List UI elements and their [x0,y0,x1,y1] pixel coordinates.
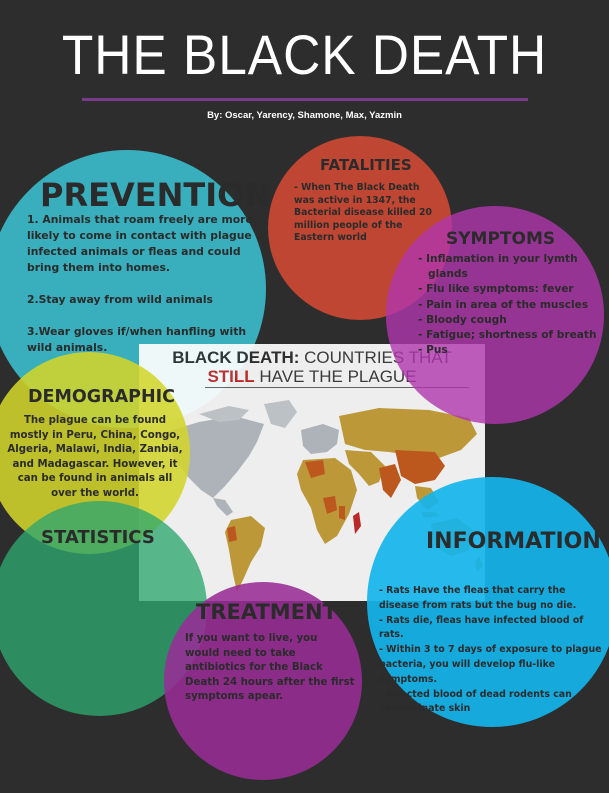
prevention-body: 1. Animals that roam freely are more lik… [27,212,265,372]
demographic-heading: DEMOGRAPHIC [28,387,175,407]
symptom-item: - Inflamation in your lymth glands [418,253,578,281]
information-item: - Rats die, fleas have infected blood of… [379,614,584,641]
symptom-item: - Pus [418,344,448,357]
title-underline [82,98,528,101]
prevention-item-2: 2.Stay away from wild animals [27,293,213,306]
page-title: THE BLACK DEATH [61,23,548,86]
prevention-heading: PREVENTION [40,176,272,214]
prevention-item-3: 3.Wear gloves if/when hanfling with wild… [27,325,247,354]
prevention-item-1: 1. Animals that roam freely are more lik… [27,213,253,274]
map-title-line2: STILL HAVE THE PLAGUE [139,367,485,387]
symptoms-list: - Inflamation in your lymth glands - Flu… [418,252,604,358]
map-title-rule [205,387,469,388]
symptoms-circle [386,206,604,424]
treatment-heading: TREATMENT [196,600,337,624]
symptoms-heading: SYMPTOMS [446,229,556,249]
fatalities-heading: FATALITIES [320,156,412,174]
statistics-heading: STATISTICS [41,527,155,548]
map-title-have-the-plague: HAVE THE PLAGUE [254,367,417,386]
map-title-still: STILL [207,367,255,386]
information-list: - Rats Have the fleas that carry the dis… [379,584,607,717]
demographic-body: The plague can be found mostly in Peru, … [7,415,183,499]
information-heading: INFORMATION [426,529,601,554]
symptom-item: - Flu like symptoms: fever [418,283,574,296]
symptom-item: - Pain in area of the muscles [418,298,589,311]
symptom-item: - Fatigue; shortness of breath [418,329,597,342]
information-item: - Within 3 to 7 days of exposure to plag… [379,644,602,685]
symptom-item: - Bloody cough [418,313,507,326]
treatment-body: If you want to live, you would need to t… [185,633,355,702]
fatalities-body: - When The Black Death was active in 134… [294,182,432,243]
information-item: - Infected blood of dead rodents can con… [379,688,572,715]
information-item: - Rats Have the fleas that carry the dis… [379,585,577,611]
information-circle [367,477,609,727]
map-title-black-death: BLACK DEATH: [172,348,300,367]
authors-byline: By: Oscar, Yarency, Shamone, Max, Yazmin [207,110,402,121]
treatment-circle [164,582,362,780]
